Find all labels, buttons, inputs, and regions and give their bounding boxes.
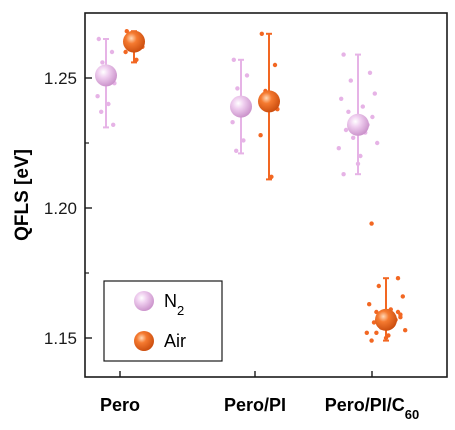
data-point <box>235 86 240 91</box>
x-category-label: Pero/PI/C60 <box>325 395 420 422</box>
data-point <box>369 338 374 343</box>
mean-marker <box>258 90 280 113</box>
data-point <box>403 328 408 333</box>
data-point <box>230 120 235 125</box>
data-point <box>367 302 372 307</box>
data-point <box>364 330 369 335</box>
mean-marker <box>95 64 117 87</box>
data-point <box>398 315 403 320</box>
legend: N2 Air <box>103 280 223 362</box>
plot-frame <box>84 12 448 378</box>
data-point <box>234 148 239 153</box>
data-point <box>343 127 349 133</box>
data-point <box>358 153 363 159</box>
data-point <box>395 309 401 315</box>
y-axis: 1.15 1.20 1.25 <box>44 69 92 348</box>
data-point <box>95 94 100 99</box>
data-point <box>111 122 116 128</box>
mean-marker <box>123 30 145 53</box>
series-air <box>123 29 408 343</box>
data-point <box>123 49 128 55</box>
data-point <box>370 114 375 120</box>
data-point <box>375 140 380 146</box>
y-tick-label: 1.25 <box>44 69 77 88</box>
x-category-label: Pero/PI <box>224 395 286 415</box>
data-point <box>259 31 264 36</box>
data-point <box>369 221 374 226</box>
data-point <box>395 276 401 281</box>
mean-marker <box>375 308 397 331</box>
data-point <box>99 109 104 115</box>
legend-box <box>103 280 223 362</box>
legend-marker <box>134 291 154 311</box>
data-point <box>400 294 405 299</box>
data-point <box>348 78 353 83</box>
legend-marker <box>134 331 154 351</box>
data-marks <box>95 29 408 343</box>
data-point <box>367 70 373 76</box>
data-point <box>351 135 356 140</box>
mean-marker <box>230 95 252 118</box>
data-point <box>231 57 236 62</box>
data-point <box>272 62 278 68</box>
data-point <box>100 60 105 65</box>
data-point <box>346 109 351 115</box>
data-point <box>96 36 102 42</box>
data-point <box>134 57 139 62</box>
x-axis: Pero Pero/PI Pero/PI/C60 <box>100 371 419 422</box>
data-point <box>336 146 341 151</box>
data-point <box>258 133 263 138</box>
data-point <box>341 172 346 177</box>
legend-label: N2 <box>164 291 184 318</box>
mean-marker <box>347 113 369 136</box>
data-point <box>371 320 377 325</box>
data-point <box>355 161 361 166</box>
x-category-label: Pero <box>100 395 140 415</box>
y-tick-label: 1.20 <box>44 199 77 218</box>
data-point <box>269 174 274 179</box>
series-n2 <box>95 36 380 177</box>
data-point <box>372 91 377 96</box>
y-tick-label: 1.15 <box>44 329 77 348</box>
data-point <box>374 330 379 335</box>
data-point <box>376 283 381 289</box>
data-point <box>339 96 344 102</box>
data-point <box>109 49 115 55</box>
data-point <box>360 104 365 109</box>
data-point <box>241 138 246 143</box>
data-point <box>124 29 129 34</box>
data-point <box>341 52 346 57</box>
data-point <box>244 73 250 78</box>
data-point <box>383 335 389 341</box>
legend-label: Air <box>164 331 186 351</box>
y-axis-title: QFLS [eV] <box>12 149 33 241</box>
data-point <box>106 101 111 107</box>
